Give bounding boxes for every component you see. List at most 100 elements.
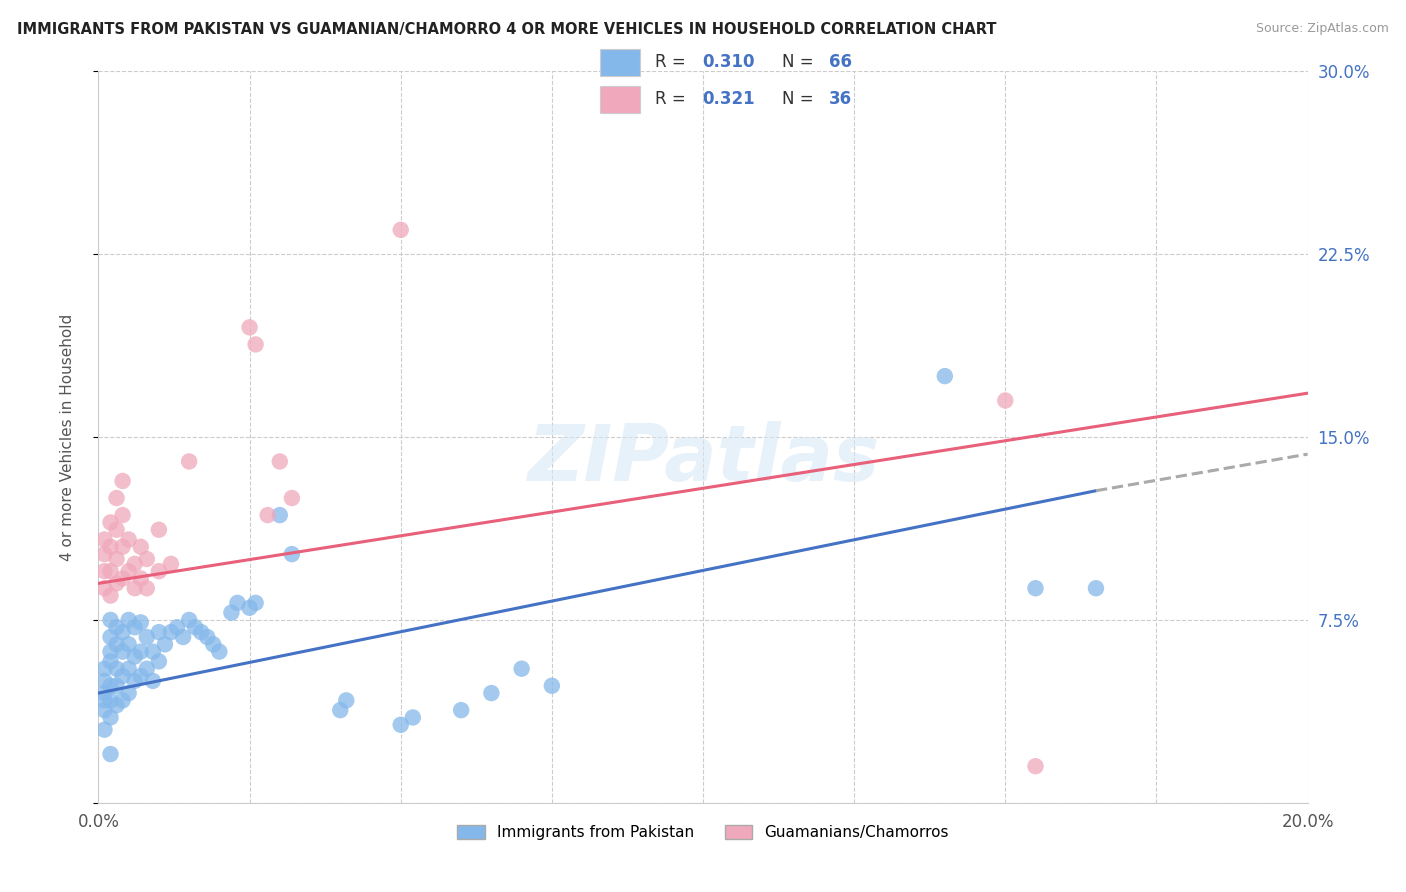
Point bbox=[118, 686, 141, 700]
Point bbox=[111, 474, 134, 488]
Point bbox=[124, 581, 146, 595]
Point bbox=[934, 369, 956, 384]
Point bbox=[245, 596, 267, 610]
Point bbox=[93, 686, 115, 700]
Text: 66: 66 bbox=[828, 54, 852, 71]
Point bbox=[148, 625, 170, 640]
Point bbox=[93, 703, 115, 717]
Point bbox=[124, 649, 146, 664]
Point bbox=[111, 625, 134, 640]
Point bbox=[100, 613, 122, 627]
Point bbox=[100, 679, 122, 693]
Point bbox=[166, 620, 188, 634]
Text: ZIPatlas: ZIPatlas bbox=[527, 421, 879, 497]
Point bbox=[179, 613, 201, 627]
Point bbox=[105, 620, 128, 634]
Point bbox=[256, 508, 278, 522]
Point bbox=[93, 533, 115, 547]
Point bbox=[118, 613, 141, 627]
Text: Source: ZipAtlas.com: Source: ZipAtlas.com bbox=[1256, 22, 1389, 36]
Point bbox=[190, 625, 212, 640]
Point bbox=[105, 523, 128, 537]
Point bbox=[93, 723, 115, 737]
Point bbox=[202, 637, 225, 651]
Point bbox=[281, 547, 304, 561]
Point bbox=[208, 645, 231, 659]
Point bbox=[1085, 581, 1108, 595]
Text: R =: R = bbox=[655, 90, 692, 108]
Point bbox=[148, 654, 170, 668]
Point bbox=[245, 337, 267, 351]
Point bbox=[329, 703, 352, 717]
Point bbox=[124, 620, 146, 634]
Point bbox=[111, 645, 134, 659]
Point bbox=[100, 747, 122, 761]
Text: 36: 36 bbox=[828, 90, 852, 108]
Point bbox=[111, 572, 134, 586]
Point bbox=[93, 581, 115, 595]
Point bbox=[105, 662, 128, 676]
Text: N =: N = bbox=[782, 90, 820, 108]
Point bbox=[105, 576, 128, 591]
FancyBboxPatch shape bbox=[600, 86, 640, 112]
Point bbox=[1024, 759, 1046, 773]
Point bbox=[135, 552, 157, 566]
Point bbox=[540, 679, 562, 693]
Point bbox=[195, 630, 218, 644]
Point bbox=[994, 393, 1017, 408]
Point bbox=[100, 540, 122, 554]
Point bbox=[100, 693, 122, 707]
Point bbox=[269, 508, 291, 522]
Point bbox=[100, 710, 122, 724]
Text: 0.321: 0.321 bbox=[702, 90, 755, 108]
Point bbox=[221, 606, 243, 620]
Point bbox=[105, 552, 128, 566]
Point bbox=[269, 454, 291, 468]
Point bbox=[402, 710, 425, 724]
Point bbox=[142, 645, 165, 659]
Point bbox=[148, 564, 170, 578]
Point bbox=[100, 654, 122, 668]
Point bbox=[111, 693, 134, 707]
Point bbox=[100, 589, 122, 603]
Point bbox=[239, 600, 262, 615]
Point bbox=[118, 637, 141, 651]
Point bbox=[93, 564, 115, 578]
Point bbox=[100, 564, 122, 578]
Point bbox=[124, 673, 146, 688]
Point bbox=[100, 645, 122, 659]
Point bbox=[129, 572, 152, 586]
Point bbox=[118, 533, 141, 547]
Point bbox=[160, 557, 183, 571]
Point bbox=[281, 491, 304, 505]
Point bbox=[148, 523, 170, 537]
Y-axis label: 4 or more Vehicles in Household: 4 or more Vehicles in Household bbox=[60, 313, 75, 561]
Point bbox=[111, 669, 134, 683]
Point bbox=[135, 581, 157, 595]
Point bbox=[124, 557, 146, 571]
FancyBboxPatch shape bbox=[600, 49, 640, 76]
Point bbox=[100, 516, 122, 530]
Point bbox=[129, 540, 152, 554]
Point bbox=[129, 615, 152, 630]
Point bbox=[118, 662, 141, 676]
Point bbox=[105, 698, 128, 713]
Point bbox=[389, 223, 412, 237]
Point bbox=[450, 703, 472, 717]
Point bbox=[239, 320, 262, 334]
Point bbox=[179, 454, 201, 468]
Point bbox=[100, 630, 122, 644]
Point bbox=[1024, 581, 1046, 595]
Point bbox=[153, 637, 176, 651]
Point bbox=[105, 491, 128, 505]
Text: R =: R = bbox=[655, 54, 692, 71]
Text: IMMIGRANTS FROM PAKISTAN VS GUAMANIAN/CHAMORRO 4 OR MORE VEHICLES IN HOUSEHOLD C: IMMIGRANTS FROM PAKISTAN VS GUAMANIAN/CH… bbox=[17, 22, 997, 37]
Point bbox=[135, 662, 157, 676]
Text: N =: N = bbox=[782, 54, 820, 71]
Point bbox=[481, 686, 503, 700]
Point bbox=[184, 620, 207, 634]
Point bbox=[172, 630, 194, 644]
Point bbox=[129, 645, 152, 659]
Point bbox=[93, 547, 115, 561]
Point bbox=[510, 662, 533, 676]
